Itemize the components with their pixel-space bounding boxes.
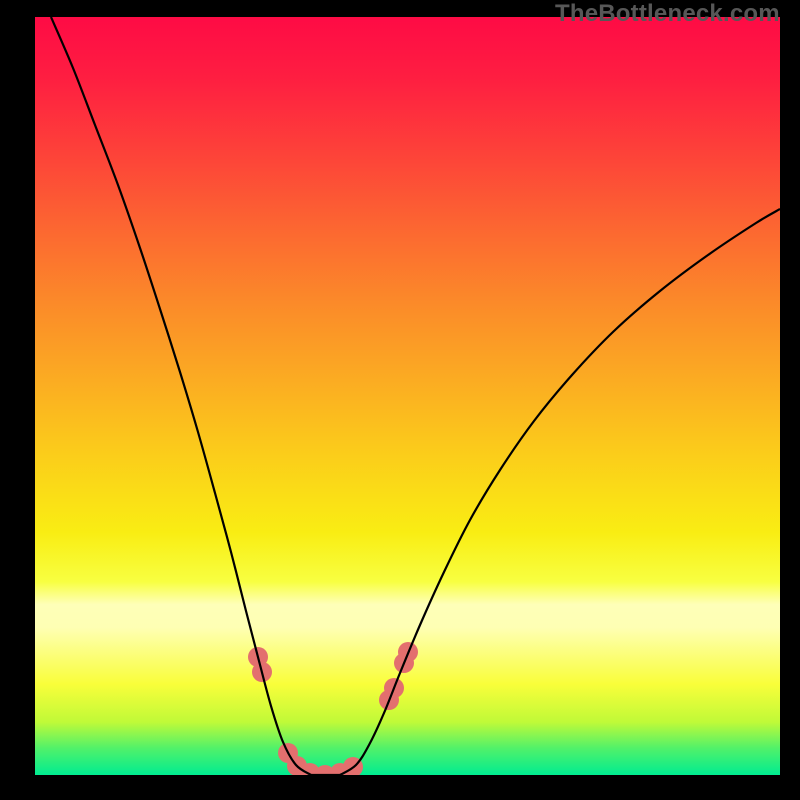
- watermark-text: TheBottleneck.com: [555, 0, 780, 28]
- chart-svg: [35, 17, 780, 775]
- plot-area: [35, 17, 780, 775]
- outer-frame: TheBottleneck.com: [0, 0, 800, 800]
